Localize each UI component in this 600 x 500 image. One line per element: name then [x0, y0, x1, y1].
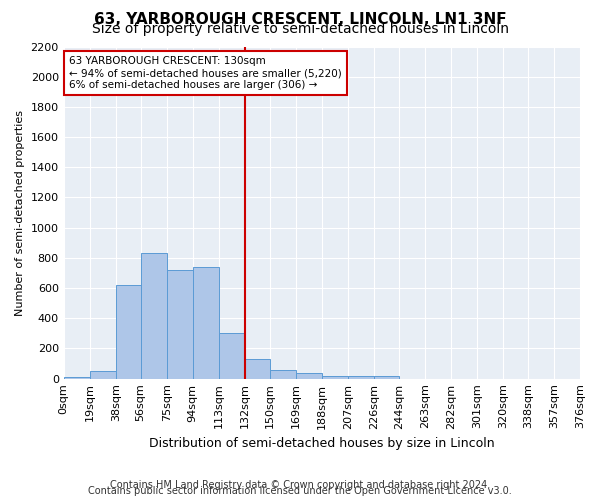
Bar	[167, 270, 193, 378]
Bar	[269, 370, 296, 378]
Text: Contains HM Land Registry data © Crown copyright and database right 2024.: Contains HM Land Registry data © Crown c…	[110, 480, 490, 490]
Text: Contains public sector information licensed under the Open Government Licence v3: Contains public sector information licen…	[88, 486, 512, 496]
Bar	[90, 371, 116, 378]
X-axis label: Distribution of semi-detached houses by size in Lincoln: Distribution of semi-detached houses by …	[149, 437, 494, 450]
Bar	[322, 376, 348, 378]
Text: Size of property relative to semi-detached houses in Lincoln: Size of property relative to semi-detach…	[91, 22, 509, 36]
Bar	[64, 377, 90, 378]
Bar	[219, 334, 245, 378]
Bar	[296, 372, 322, 378]
Bar	[116, 285, 140, 378]
Y-axis label: Number of semi-detached properties: Number of semi-detached properties	[15, 110, 25, 316]
Bar	[374, 376, 399, 378]
Bar	[140, 254, 167, 378]
Bar	[193, 267, 219, 378]
Bar	[245, 359, 269, 378]
Text: 63 YARBOROUGH CRESCENT: 130sqm
← 94% of semi-detached houses are smaller (5,220): 63 YARBOROUGH CRESCENT: 130sqm ← 94% of …	[69, 56, 341, 90]
Text: 63, YARBOROUGH CRESCENT, LINCOLN, LN1 3NF: 63, YARBOROUGH CRESCENT, LINCOLN, LN1 3N…	[94, 12, 506, 28]
Bar	[348, 376, 374, 378]
